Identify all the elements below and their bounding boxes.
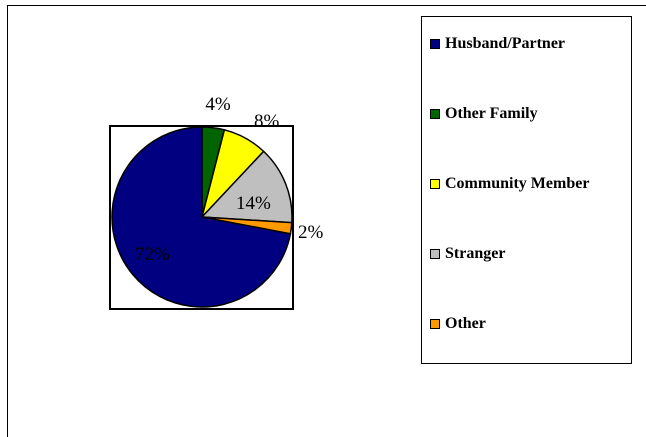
legend-swatch [430, 249, 440, 259]
legend-label: Other Family [445, 105, 538, 122]
legend-swatch [430, 39, 440, 49]
legend-label: Husband/Partner [445, 35, 566, 52]
legend-item-other-family: Other Family [430, 105, 538, 123]
legend-item-community-member: Community Member [430, 175, 589, 193]
legend-label: Stranger [445, 245, 506, 262]
legend-swatch [430, 319, 440, 329]
data-label-other: 2% [298, 222, 324, 243]
data-label-husband-partner: 72% [135, 244, 170, 265]
legend-item-other: Other [430, 315, 486, 333]
legend-item-husband-partner: Husband/Partner [430, 35, 565, 53]
pie-slice-stranger [200, 150, 293, 224]
legend-item-stranger: Stranger [430, 245, 505, 263]
data-label-other-family: 4% [205, 94, 231, 115]
pie-slice-husband-partner [111, 126, 292, 308]
data-label-community-member: 8% [254, 111, 280, 132]
chart-area [7, 5, 646, 437]
legend-swatch [430, 179, 440, 189]
legend-swatch [430, 109, 440, 119]
legend-label: Other [445, 315, 486, 332]
data-label-stranger: 14% [236, 193, 271, 214]
legend: Husband/Partner Other Family Community Mem… [421, 16, 632, 364]
legend-label: Community Member [445, 175, 590, 192]
